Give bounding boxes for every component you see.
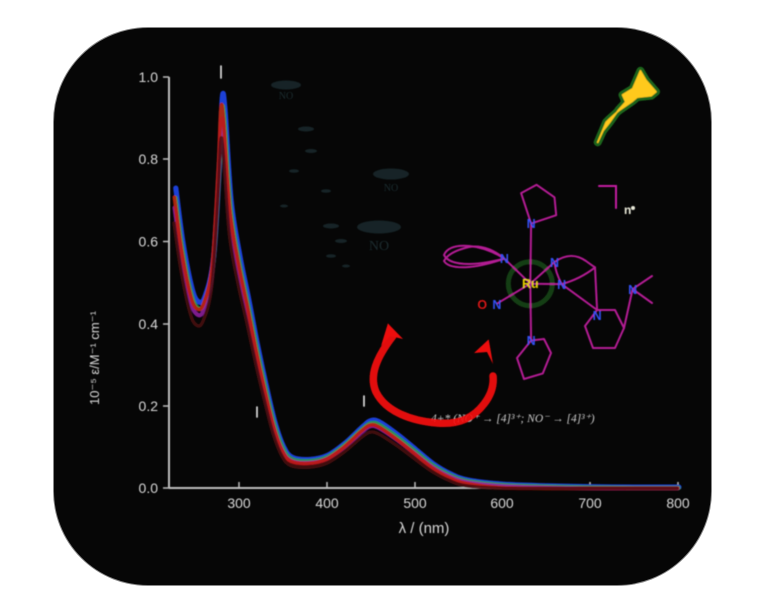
svg-text:1.0: 1.0: [139, 69, 159, 85]
svg-text:N: N: [593, 309, 602, 323]
svg-text:10⁻⁵ ε/M⁻¹ cm⁻¹: 10⁻⁵ ε/M⁻¹ cm⁻¹: [87, 310, 102, 405]
svg-text:λ / (nm): λ / (nm): [399, 520, 450, 537]
svg-text:300: 300: [227, 495, 251, 511]
svg-text:N: N: [527, 334, 536, 348]
svg-text:0.2: 0.2: [139, 398, 159, 414]
svg-text:0.8: 0.8: [139, 151, 159, 167]
svg-text:500: 500: [403, 495, 427, 511]
svg-text:n: n: [624, 203, 631, 217]
svg-text:700: 700: [578, 495, 602, 511]
svg-text:N: N: [527, 217, 536, 231]
svg-text:0.6: 0.6: [139, 234, 159, 250]
svg-text:NO: NO: [279, 91, 293, 102]
svg-text:600: 600: [490, 495, 514, 511]
svg-text:0.0: 0.0: [139, 480, 159, 496]
svg-text:NO: NO: [369, 239, 389, 254]
svg-text:0.4: 0.4: [139, 316, 159, 332]
svg-text:N: N: [550, 256, 559, 270]
svg-text:O: O: [477, 298, 487, 312]
svg-text:400: 400: [315, 495, 339, 511]
svg-text:N: N: [557, 278, 566, 292]
svg-text:NO: NO: [384, 183, 398, 194]
svg-text:800: 800: [666, 495, 690, 511]
svg-text:Ru: Ru: [522, 277, 539, 291]
svg-text:N: N: [628, 283, 637, 297]
svg-text:N: N: [500, 252, 509, 266]
svg-text:N: N: [492, 298, 501, 312]
